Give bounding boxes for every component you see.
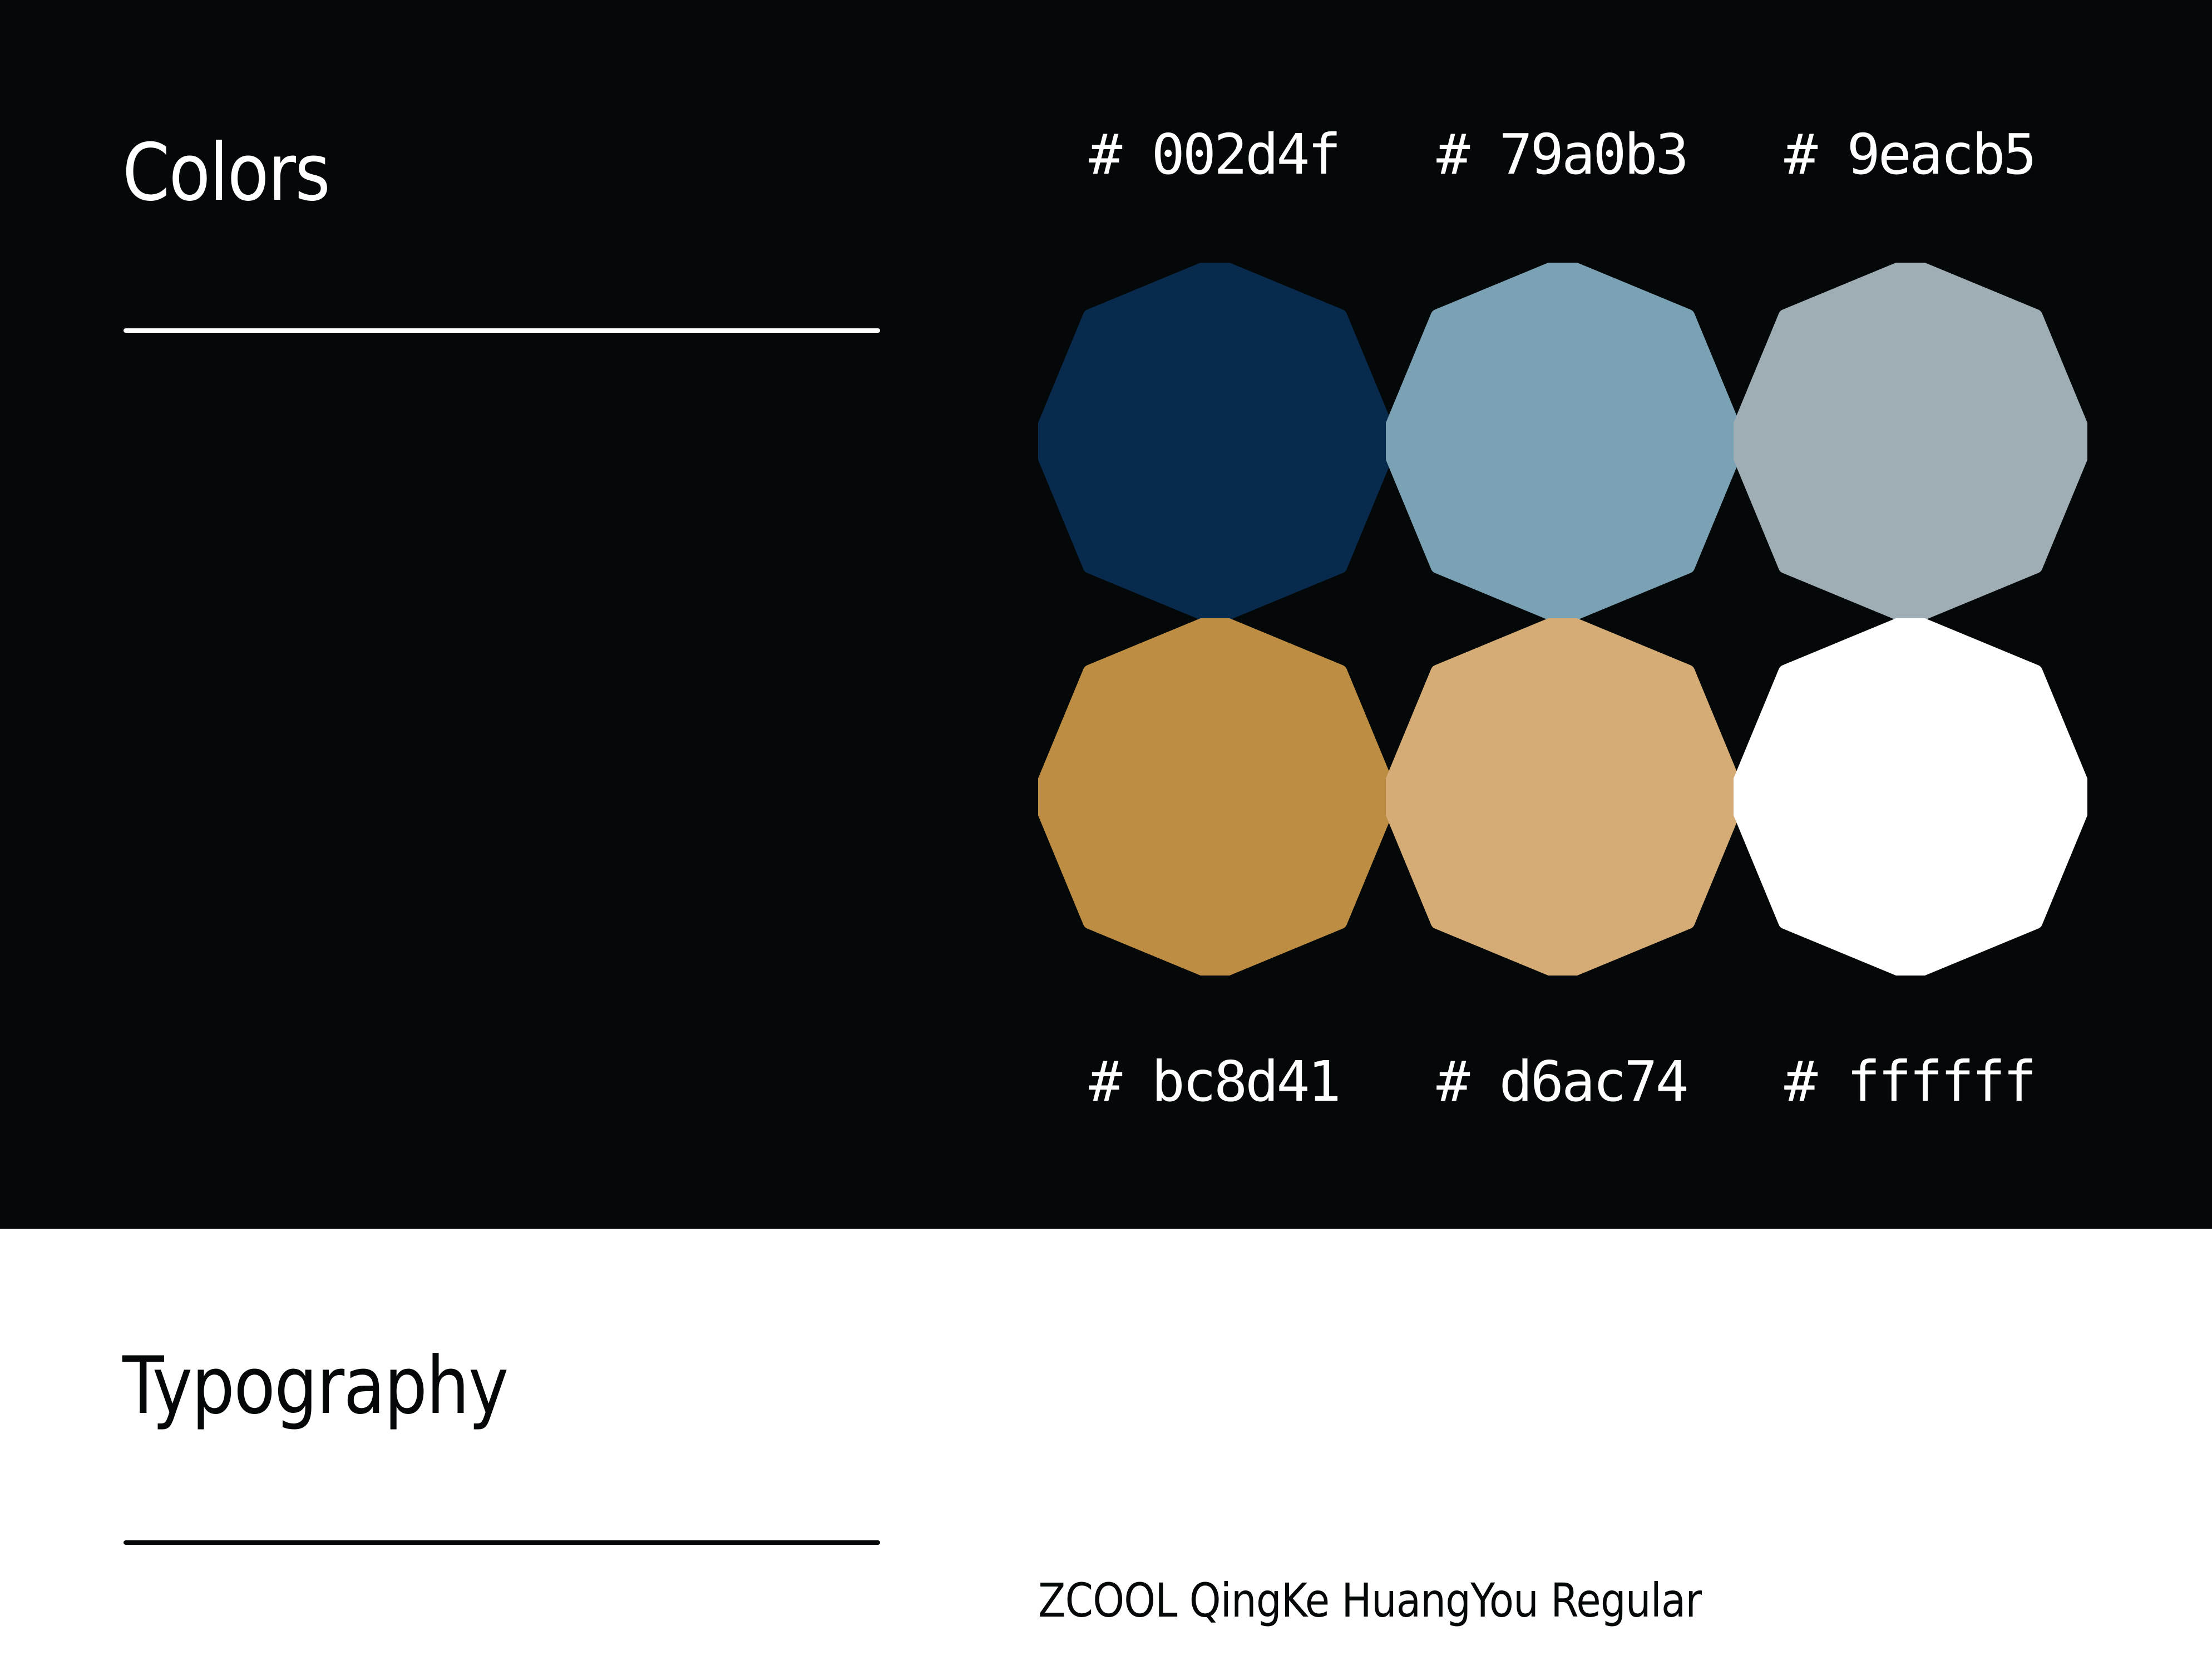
colors-divider xyxy=(124,328,880,333)
typography-title: Typography xyxy=(122,1340,508,1432)
color-swatch-3 xyxy=(1734,263,2087,620)
swatch-label-3: # 9eacb5 xyxy=(1784,122,2037,187)
swatch-shape-3 xyxy=(1734,263,2087,620)
swatch-shape-1 xyxy=(1038,263,1392,620)
swatch-label-6: # ffffff xyxy=(1784,1049,2037,1114)
swatch-label-2: # 79a0b3 xyxy=(1436,122,1689,187)
swatch-shape-6 xyxy=(1734,618,2087,976)
swatch-shape-4 xyxy=(1038,618,1392,976)
swatch-shape-5 xyxy=(1386,618,1740,976)
color-swatch-2 xyxy=(1386,263,1740,620)
color-swatch-5 xyxy=(1386,618,1740,976)
swatch-shape-2 xyxy=(1386,263,1740,620)
swatch-label-4: # bc8d41 xyxy=(1089,1049,1341,1114)
color-swatch-grid: # 002d4f # 79a0b3 # 9eacb5 xyxy=(1038,122,2087,1114)
swatch-label-5: # d6ac74 xyxy=(1436,1049,1689,1114)
typography-divider xyxy=(124,1540,880,1545)
colors-section: Colors # 002d4f # 79a0b3 # 9eacb5 xyxy=(0,0,2212,1229)
swatch-label-1: # 002d4f xyxy=(1089,122,1341,187)
color-swatch-4 xyxy=(1038,618,1392,976)
typography-section xyxy=(0,1229,2212,1670)
color-swatch-1 xyxy=(1038,263,1392,620)
color-swatch-6 xyxy=(1734,618,2087,976)
font-name: ZCOOL QingKe HuangYou Regular xyxy=(1038,1573,1702,1628)
colors-title: Colors xyxy=(122,127,330,219)
